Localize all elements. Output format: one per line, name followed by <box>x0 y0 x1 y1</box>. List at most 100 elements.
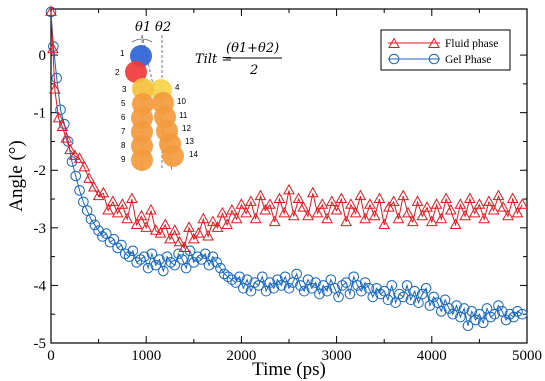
fluid-point-34 <box>197 212 210 224</box>
gel-point-117 <box>489 308 500 320</box>
gel-point-82 <box>356 285 367 297</box>
gel-point-23 <box>131 257 142 268</box>
fluid-point-13 <box>97 186 110 198</box>
gel-point-99 <box>420 282 432 294</box>
fluid-point-90 <box>464 192 476 204</box>
y-tick-label-1: -1 <box>34 106 47 122</box>
fluid-point-53 <box>287 209 300 221</box>
fluid-point-75 <box>392 212 405 224</box>
gel-point-48 <box>226 274 238 285</box>
gel-point-14 <box>97 231 108 242</box>
legend-gel-marker-left <box>388 53 400 65</box>
fluid-point-22 <box>140 221 153 232</box>
angle-arc-1 <box>131 38 153 43</box>
gel-point-73 <box>321 285 333 297</box>
fluid-point-30 <box>178 241 191 252</box>
x-tick-label-1: 1000 <box>131 348 161 364</box>
gel-point-61 <box>276 280 287 291</box>
fluid-point-3 <box>52 111 65 123</box>
gel-point-95 <box>405 294 417 306</box>
bead-2 <box>125 61 147 83</box>
gel-point-11 <box>85 213 97 225</box>
gel-point-91 <box>390 297 401 308</box>
gel-point-3 <box>55 104 66 116</box>
gel-point-15 <box>100 228 112 239</box>
x-axis-title: Time (ps) <box>252 359 326 380</box>
fluid-point-84 <box>435 212 448 224</box>
gel-point-109 <box>458 303 470 314</box>
gel-point-120 <box>500 314 512 326</box>
fluid-point-44 <box>245 195 257 206</box>
fluid-point-1 <box>47 42 59 54</box>
fluid-point-55 <box>297 201 310 212</box>
fluid-point-59 <box>316 198 329 209</box>
gel-point-51 <box>238 282 249 294</box>
gel-point-110 <box>462 320 474 332</box>
fluid-point-64 <box>340 215 352 227</box>
gel-point-114 <box>477 317 489 329</box>
fluid-point-45 <box>249 212 262 224</box>
gel-point-87 <box>375 288 386 300</box>
fluid-point-32 <box>187 232 200 244</box>
fluid-point-62 <box>330 204 343 215</box>
gel-point-74 <box>325 274 337 285</box>
tilt-formula-lhs: Tilt = <box>195 52 232 67</box>
gel-point-121 <box>504 308 516 320</box>
fluid-point-91 <box>468 206 481 218</box>
bead-label-5: 5 <box>121 99 126 108</box>
gel-point-97 <box>413 297 424 308</box>
gel-point-17 <box>108 234 120 245</box>
fluid-point-73 <box>383 201 395 212</box>
fluid-point-52 <box>283 183 295 195</box>
gel-point-40 <box>196 254 207 265</box>
fluid-point-89 <box>459 209 471 221</box>
bead-label-10: 10 <box>177 97 186 106</box>
gel-point-66 <box>295 280 306 291</box>
gel-point-70 <box>310 277 321 288</box>
gel-point-34 <box>173 248 184 260</box>
y-axis-title: Angle (°) <box>6 140 27 211</box>
y-tick-label-2: -2 <box>34 163 47 179</box>
gel-point-93 <box>397 291 409 303</box>
gel-point-45 <box>215 262 226 274</box>
theta2-label: θ2 <box>155 20 171 35</box>
gel-point-2 <box>51 72 63 84</box>
gel-point-98 <box>416 288 428 300</box>
fluid-point-11 <box>87 180 100 192</box>
fluid-point-70 <box>368 209 381 221</box>
gel-point-92 <box>394 288 405 300</box>
fluid-point-49 <box>268 215 281 227</box>
fluid-point-35 <box>202 229 214 241</box>
gel-point-68 <box>302 274 314 285</box>
fluid-point-12 <box>92 189 105 201</box>
bead-label-7: 7 <box>121 127 126 136</box>
fluid-point-2 <box>48 83 61 94</box>
fluid-point-72 <box>378 218 391 229</box>
gel-point-16 <box>104 236 116 248</box>
fluid-point-6 <box>64 143 76 155</box>
gel-point-79 <box>344 288 356 300</box>
gel-point-36 <box>180 262 192 274</box>
fluid-point-31 <box>183 221 195 232</box>
fluid-point-94 <box>483 195 495 206</box>
gel-point-20 <box>119 248 131 260</box>
gel-point-89 <box>382 294 394 306</box>
gel-point-54 <box>249 277 261 288</box>
fluid-point-95 <box>487 204 500 215</box>
gel-point-81 <box>352 280 363 291</box>
gel-point-30 <box>158 265 169 277</box>
bead-label-9: 9 <box>121 155 126 164</box>
fluid-point-0 <box>45 5 57 16</box>
fluid-point-51 <box>278 206 291 218</box>
fluid-point-56 <box>302 209 314 221</box>
fluid-point-4 <box>56 120 69 132</box>
gel-point-9 <box>78 196 89 208</box>
bead-label-8: 8 <box>121 141 126 150</box>
bead-label-2: 2 <box>115 68 120 77</box>
gel-point-67 <box>298 285 310 297</box>
fluid-point-57 <box>306 186 319 198</box>
fluid-point-39 <box>221 218 233 229</box>
gel-point-59 <box>268 282 280 294</box>
gel-point-84 <box>363 282 375 294</box>
